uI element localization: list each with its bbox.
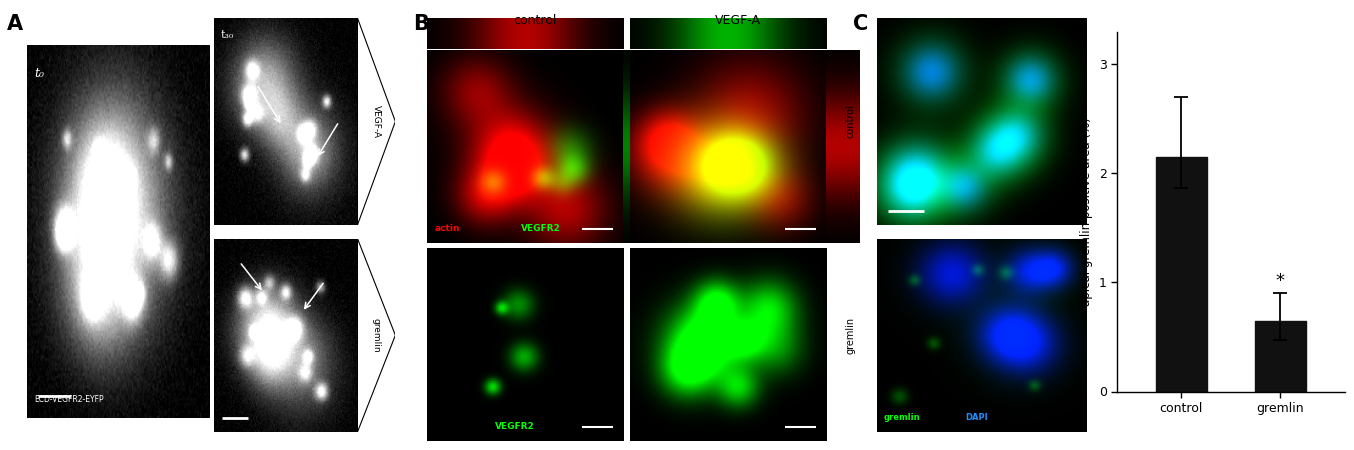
Text: t₀: t₀ [34, 68, 45, 81]
Text: t₃₀: t₃₀ [221, 31, 234, 40]
Text: actin: actin [435, 225, 460, 234]
Text: B: B [413, 14, 429, 33]
Text: A: A [7, 14, 23, 33]
Text: gremlin: gremlin [884, 414, 921, 423]
Bar [1155, 157, 1206, 392]
Text: *: * [1275, 272, 1285, 290]
Polygon shape [357, 18, 395, 225]
Polygon shape [357, 238, 395, 432]
Text: VEGFR2: VEGFR2 [496, 423, 535, 432]
Text: VEGF-A: VEGF-A [372, 105, 380, 138]
Text: control: control [845, 105, 856, 139]
Text: DAPI: DAPI [965, 414, 988, 423]
Text: VEGF-A: VEGF-A [715, 14, 761, 27]
Text: VEGFR2: VEGFR2 [521, 225, 561, 234]
Y-axis label: apical gremlin positive area (%): apical gremlin positive area (%) [1080, 117, 1093, 306]
Text: C: C [853, 14, 868, 33]
Text: control: control [513, 14, 556, 27]
Text: gremlin: gremlin [845, 317, 856, 354]
Bar [1255, 320, 1307, 392]
Text: gremlin: gremlin [372, 318, 380, 352]
Text: ECD-VEGFR2-EYFP: ECD-VEGFR2-EYFP [34, 395, 104, 404]
